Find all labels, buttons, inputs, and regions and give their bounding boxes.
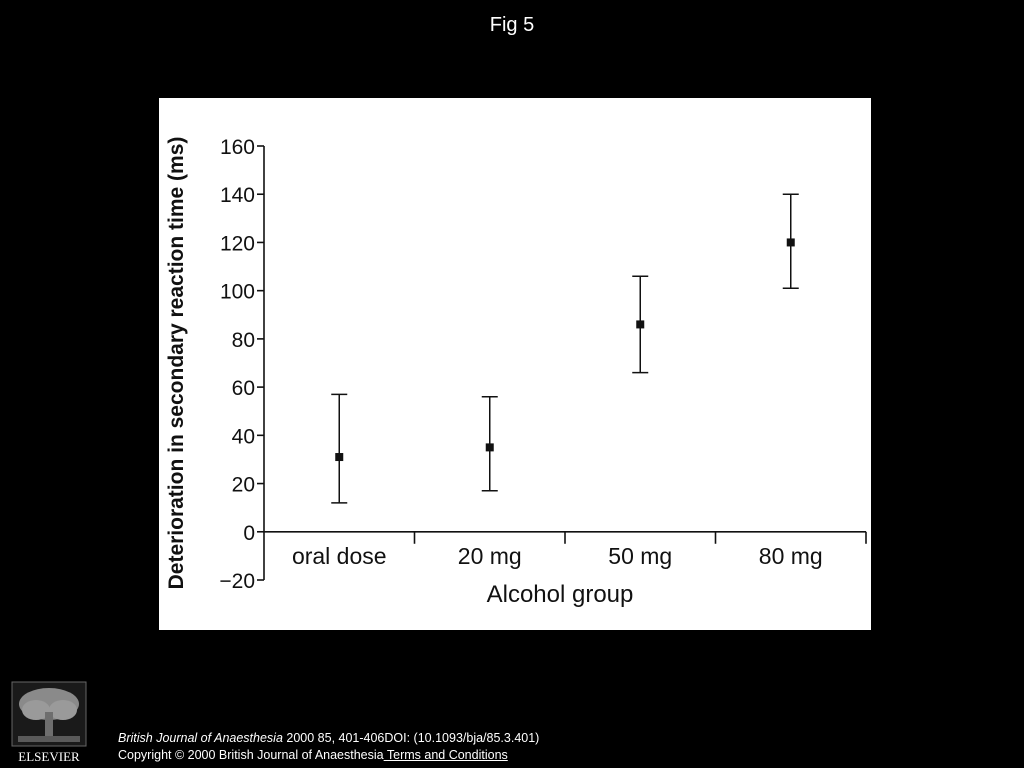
x-axis-label: Alcohol group (487, 581, 634, 608)
data-point (485, 443, 494, 452)
elsevier-wordmark: ELSEVIER (18, 749, 80, 764)
x-tick-label: 50 mg (608, 543, 672, 569)
chart-panel: 160 140 120 100 80 60 40 20 0 −20 oral dose 20 mg 50… (159, 98, 871, 630)
copyright-text: Copyright © 2000 British Journal of Anae… (118, 748, 384, 762)
y-tick-label: 140 (220, 184, 255, 207)
y-tick-label: 40 (232, 425, 255, 448)
y-tick-label: 20 (232, 474, 255, 497)
y-tick-label: 160 (220, 136, 255, 159)
data-point (636, 320, 645, 329)
figure-title: Fig 5 (489, 14, 535, 36)
copyright-line: Copyright © 2000 British Journal of Anae… (118, 748, 508, 762)
y-axis-label: Deterioration in secondary reaction time… (165, 137, 188, 590)
y-tick-label: 80 (232, 329, 255, 352)
data-point (335, 453, 344, 462)
x-tick-label: 20 mg (458, 543, 522, 569)
elsevier-tree-icon (11, 681, 87, 747)
x-tick-label: 80 mg (759, 543, 823, 569)
y-tick-label: 100 (220, 281, 255, 304)
data-point (786, 238, 795, 247)
citation: British Journal of Anaesthesia 2000 85, … (118, 731, 539, 745)
chart-svg: 160 140 120 100 80 60 40 20 0 −20 oral dose 20 mg 50… (165, 136, 867, 608)
chart-marks (331, 193, 799, 504)
y-tick-label: −20 (219, 570, 255, 593)
axes: 160 140 120 100 80 60 40 20 0 −20 oral dose 20 mg 50… (219, 136, 867, 593)
y-tick-label: 60 (232, 377, 255, 400)
journal-name: British Journal of Anaesthesia (118, 731, 283, 745)
terms-and-conditions-link[interactable]: Terms and Conditions (383, 748, 508, 762)
y-tick-label: 0 (243, 522, 255, 545)
elsevier-logo: ELSEVIER (11, 681, 87, 764)
x-tick-label: oral dose (292, 543, 387, 569)
citation-details: 2000 85, 401-406DOI: (10.1093/bja/85.3.4… (282, 731, 540, 745)
y-tick-label: 120 (220, 232, 255, 255)
